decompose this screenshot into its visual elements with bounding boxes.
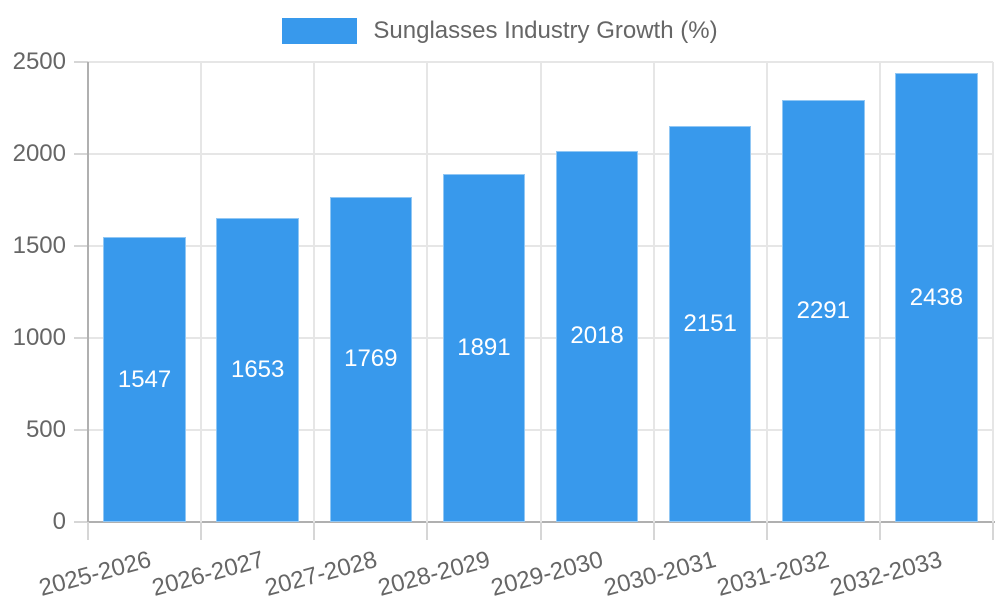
bar[interactable]: 1769 xyxy=(329,196,413,522)
x-axis-tick xyxy=(313,522,316,540)
x-tick-label: 2027-2028 xyxy=(261,546,380,602)
y-tick-label: 500 xyxy=(25,416,66,443)
x-tick-label: 2026-2027 xyxy=(148,546,267,602)
bar-value-label: 2291 xyxy=(796,297,850,325)
x-axis-tick xyxy=(87,522,89,540)
bar-value-label: 1769 xyxy=(344,345,398,373)
y-axis-tick xyxy=(74,337,88,339)
bar[interactable]: 2018 xyxy=(555,150,639,522)
bar[interactable]: 1653 xyxy=(216,217,299,522)
y-tick-label: 2000 xyxy=(12,140,66,167)
bar[interactable]: 2151 xyxy=(668,126,752,522)
gridline-v xyxy=(426,62,429,522)
bar-value-label: 2438 xyxy=(909,283,964,311)
bar-value-label: 2151 xyxy=(683,310,737,338)
y-tick-label: 1000 xyxy=(12,324,66,351)
bar-value-label: 1891 xyxy=(457,334,511,362)
y-axis-line xyxy=(87,62,89,522)
gridline-v xyxy=(652,62,655,522)
y-axis-tick xyxy=(74,429,88,431)
x-tick-label: 2028-2029 xyxy=(375,546,493,602)
gridline-v xyxy=(313,62,316,522)
bar[interactable]: 2291 xyxy=(782,100,865,522)
gridline-v xyxy=(765,62,768,522)
x-axis-tick xyxy=(992,522,994,540)
x-axis-line xyxy=(88,521,995,523)
gridline-v xyxy=(200,62,203,522)
legend-label: Sunglasses Industry Growth (%) xyxy=(373,17,718,44)
x-axis-tick xyxy=(426,522,429,540)
gridline-v xyxy=(539,62,542,522)
bar-value-label: 1653 xyxy=(230,355,285,383)
x-axis-tick xyxy=(539,522,542,540)
y-tick-label: 0 xyxy=(52,508,66,535)
bar[interactable]: 2438 xyxy=(895,73,978,522)
x-tick-label: 2031-2032 xyxy=(714,546,833,602)
y-axis-tick xyxy=(74,61,88,63)
chart-legend-item[interactable]: Sunglasses Industry Growth (%) xyxy=(0,16,1000,46)
x-axis-tick xyxy=(765,522,768,540)
bar[interactable]: 1891 xyxy=(442,174,526,522)
gridline-v xyxy=(878,62,881,522)
y-axis-tick xyxy=(74,521,88,523)
x-tick-label: 2025-2026 xyxy=(35,546,154,602)
bar-value-label: 1547 xyxy=(117,365,172,393)
x-tick-label: 2032-2033 xyxy=(827,546,946,602)
y-axis-tick xyxy=(74,153,88,155)
x-axis-tick xyxy=(878,522,881,540)
y-tick-label: 2500 xyxy=(12,48,66,75)
y-axis-tick xyxy=(74,245,88,247)
legend-color-swatch xyxy=(282,18,358,44)
bar-value-label: 2018 xyxy=(570,322,624,350)
x-axis-tick xyxy=(652,522,655,540)
x-axis-tick xyxy=(200,522,203,540)
y-tick-label: 1500 xyxy=(12,232,66,259)
x-tick-label: 2030-2031 xyxy=(601,546,720,602)
gridline-v xyxy=(992,62,994,522)
bar[interactable]: 1547 xyxy=(103,237,186,522)
x-tick-label: 2029-2030 xyxy=(488,546,607,602)
